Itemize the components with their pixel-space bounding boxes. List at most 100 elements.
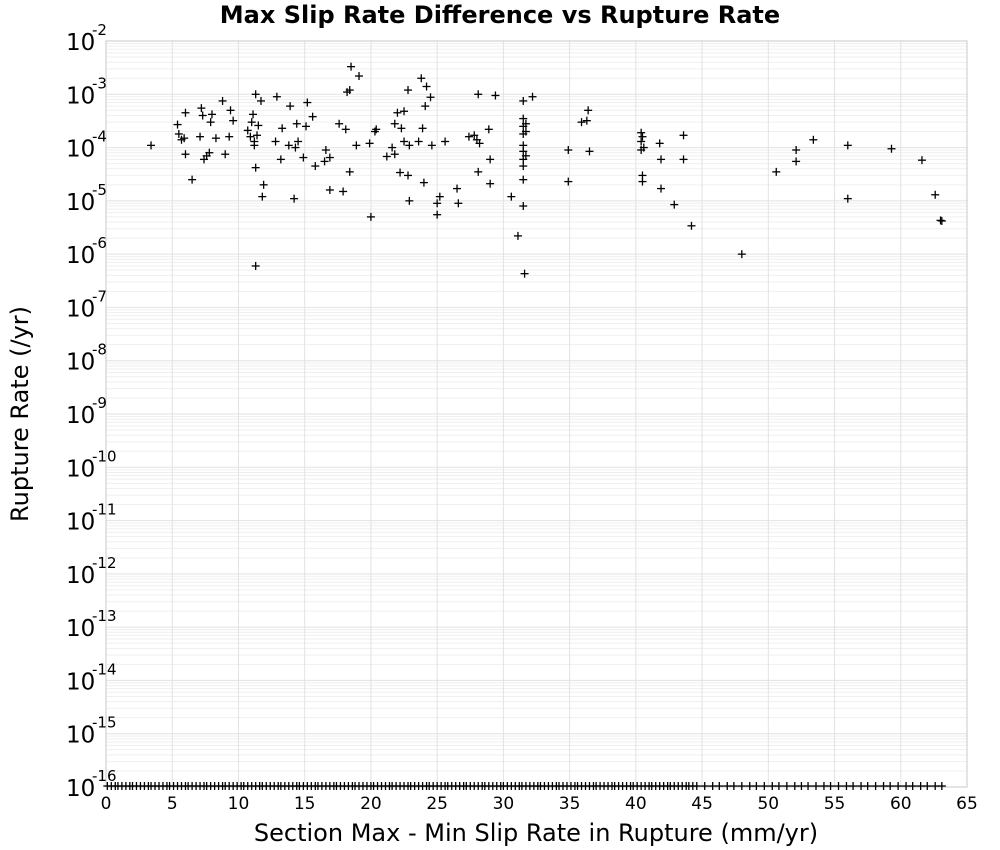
data-point bbox=[320, 157, 329, 166]
data-point bbox=[657, 155, 666, 164]
x-tick-label: 5 bbox=[167, 794, 178, 814]
data-point bbox=[441, 137, 450, 146]
data-point bbox=[272, 92, 281, 101]
y-tick-label: 10 bbox=[66, 83, 95, 109]
data-point bbox=[291, 143, 300, 152]
data-point bbox=[250, 141, 259, 150]
data-point bbox=[246, 132, 255, 141]
data-point bbox=[308, 112, 317, 121]
data-point bbox=[253, 131, 262, 140]
data-point bbox=[782, 782, 791, 790]
data-point bbox=[931, 190, 940, 199]
data-point bbox=[894, 782, 903, 790]
data-point bbox=[433, 210, 442, 219]
data-point bbox=[811, 782, 820, 790]
data-point bbox=[737, 250, 746, 259]
chart-title: Max Slip Rate Difference vs Rupture Rate bbox=[220, 1, 780, 29]
data-point bbox=[737, 782, 746, 790]
data-point bbox=[366, 212, 375, 221]
data-point bbox=[226, 106, 235, 115]
data-point bbox=[484, 125, 493, 134]
data-point bbox=[486, 179, 495, 188]
data-point bbox=[335, 119, 344, 128]
data-point bbox=[521, 151, 530, 160]
data-point bbox=[809, 135, 818, 144]
x-tick-label: 0 bbox=[101, 794, 112, 814]
data-point bbox=[826, 782, 835, 790]
data-point bbox=[321, 146, 330, 155]
data-point bbox=[365, 139, 374, 148]
data-point bbox=[687, 221, 696, 230]
data-point bbox=[521, 127, 530, 136]
y-tick-label: 10 bbox=[66, 723, 95, 749]
data-point bbox=[197, 104, 206, 113]
data-point bbox=[393, 108, 402, 117]
data-point bbox=[372, 125, 381, 134]
data-point bbox=[638, 132, 647, 141]
data-point bbox=[207, 110, 216, 119]
data-point bbox=[772, 167, 781, 176]
y-axis-ticks: 10-210-310-410-510-610-710-810-910-1010-… bbox=[66, 21, 117, 802]
data-point bbox=[196, 132, 205, 141]
data-point bbox=[519, 175, 528, 184]
data-point bbox=[254, 121, 263, 130]
data-point bbox=[251, 261, 260, 270]
data-point bbox=[405, 141, 414, 150]
data-point bbox=[507, 192, 516, 201]
data-point bbox=[271, 137, 280, 146]
data-point bbox=[637, 128, 646, 137]
x-tick-label: 35 bbox=[559, 794, 581, 814]
y-tick-exponent: -13 bbox=[92, 607, 117, 625]
data-point bbox=[843, 141, 852, 150]
data-point bbox=[887, 144, 896, 153]
data-point bbox=[715, 782, 724, 790]
data-point bbox=[251, 90, 260, 99]
y-tick-exponent: -5 bbox=[92, 181, 107, 199]
data-point bbox=[679, 131, 688, 140]
data-point bbox=[937, 216, 946, 225]
data-point bbox=[863, 782, 872, 790]
data-point bbox=[390, 150, 399, 159]
y-tick-exponent: -11 bbox=[92, 501, 117, 519]
y-tick-exponent: -8 bbox=[92, 341, 107, 359]
data-point bbox=[792, 146, 801, 155]
data-point bbox=[564, 177, 573, 186]
data-point bbox=[249, 110, 258, 119]
y-tick-exponent: -4 bbox=[92, 128, 107, 146]
data-point bbox=[638, 177, 647, 186]
data-point bbox=[834, 782, 843, 790]
data-point bbox=[276, 155, 285, 164]
data-point bbox=[637, 137, 646, 146]
data-point bbox=[923, 782, 932, 790]
data-point bbox=[400, 137, 409, 146]
data-point bbox=[454, 199, 463, 208]
data-point bbox=[284, 141, 293, 150]
data-point bbox=[299, 153, 308, 162]
data-point bbox=[174, 129, 183, 138]
data-point bbox=[474, 167, 483, 176]
y-tick-label: 10 bbox=[66, 243, 95, 269]
data-point bbox=[404, 86, 413, 95]
data-point bbox=[521, 119, 530, 128]
data-point bbox=[426, 93, 435, 102]
data-point bbox=[577, 118, 586, 127]
data-point bbox=[427, 141, 436, 150]
data-point bbox=[729, 782, 738, 790]
data-point bbox=[519, 162, 528, 171]
x-tick-label: 55 bbox=[824, 794, 846, 814]
data-point bbox=[188, 175, 197, 184]
data-point bbox=[655, 139, 664, 148]
data-point bbox=[486, 155, 495, 164]
data-point bbox=[470, 131, 479, 140]
data-point bbox=[347, 62, 356, 71]
plot-area-frame bbox=[105, 40, 968, 788]
y-tick-exponent: -14 bbox=[92, 660, 117, 678]
data-point bbox=[325, 153, 334, 162]
data-point bbox=[229, 116, 238, 125]
data-point bbox=[519, 147, 528, 156]
data-point bbox=[211, 134, 220, 143]
data-point bbox=[278, 124, 287, 133]
data-point bbox=[774, 782, 783, 790]
data-point bbox=[259, 180, 268, 189]
x-tick-label: 65 bbox=[956, 794, 978, 814]
